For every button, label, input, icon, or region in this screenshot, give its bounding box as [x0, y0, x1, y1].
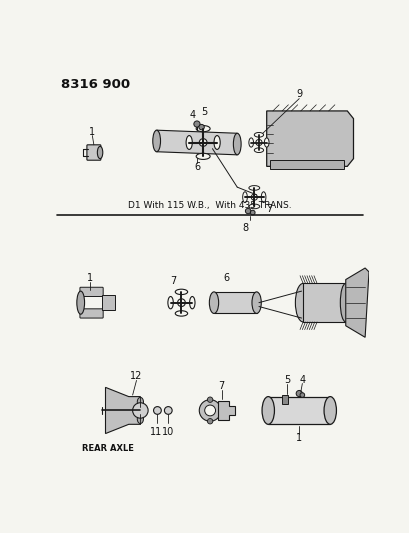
Ellipse shape: [153, 130, 160, 152]
Ellipse shape: [175, 311, 187, 316]
Circle shape: [204, 405, 215, 416]
Bar: [269, 160, 344, 169]
Ellipse shape: [252, 292, 261, 313]
Ellipse shape: [233, 133, 240, 155]
Ellipse shape: [261, 397, 274, 424]
Ellipse shape: [167, 296, 173, 309]
Text: D1 With 115 W.B.,  With 435 TRANS.: D1 With 115 W.B., With 435 TRANS.: [128, 201, 291, 210]
Circle shape: [207, 418, 212, 424]
Ellipse shape: [254, 133, 263, 137]
Text: 12: 12: [130, 371, 142, 381]
Text: 11: 11: [149, 427, 162, 437]
Ellipse shape: [137, 414, 143, 424]
Text: 5: 5: [283, 375, 289, 385]
Text: REAR AXLE: REAR AXLE: [82, 445, 133, 454]
Circle shape: [199, 400, 220, 421]
Text: 1: 1: [89, 127, 95, 138]
Text: 4: 4: [299, 375, 305, 385]
Ellipse shape: [248, 138, 253, 147]
Polygon shape: [105, 387, 140, 433]
Circle shape: [207, 397, 212, 402]
Polygon shape: [281, 395, 288, 405]
Circle shape: [295, 391, 301, 397]
Ellipse shape: [186, 135, 192, 149]
Circle shape: [299, 393, 304, 398]
Text: 9: 9: [295, 89, 301, 99]
Polygon shape: [217, 401, 234, 419]
Circle shape: [153, 407, 161, 414]
Circle shape: [251, 194, 257, 200]
Text: 4: 4: [189, 110, 195, 120]
Bar: [213, 292, 256, 313]
Bar: [102, 295, 115, 310]
Circle shape: [199, 139, 207, 147]
Circle shape: [193, 121, 200, 127]
Text: 5: 5: [201, 107, 207, 117]
Ellipse shape: [97, 147, 103, 159]
Circle shape: [255, 140, 261, 146]
Text: 8316 900: 8316 900: [61, 78, 129, 91]
Circle shape: [245, 208, 250, 214]
Text: 7: 7: [266, 205, 272, 214]
Bar: [267, 397, 329, 424]
Text: 1: 1: [295, 433, 301, 443]
Text: 10: 10: [162, 427, 174, 437]
Ellipse shape: [294, 284, 310, 322]
Text: 7: 7: [218, 381, 224, 391]
Text: 1: 1: [87, 273, 93, 283]
Circle shape: [177, 299, 185, 306]
Ellipse shape: [175, 289, 187, 295]
Text: 6: 6: [193, 162, 200, 172]
Text: 6: 6: [223, 273, 229, 283]
Circle shape: [132, 403, 148, 418]
FancyBboxPatch shape: [80, 309, 103, 318]
Polygon shape: [345, 268, 368, 337]
Bar: [302, 284, 345, 322]
Ellipse shape: [261, 192, 265, 203]
FancyBboxPatch shape: [87, 145, 101, 160]
Circle shape: [250, 210, 254, 215]
Ellipse shape: [196, 126, 210, 132]
Circle shape: [198, 124, 204, 130]
Ellipse shape: [76, 291, 84, 314]
Text: 8: 8: [241, 223, 247, 233]
Ellipse shape: [137, 398, 143, 407]
Ellipse shape: [323, 397, 336, 424]
Ellipse shape: [264, 138, 268, 147]
Ellipse shape: [248, 185, 259, 190]
Ellipse shape: [242, 192, 247, 203]
Polygon shape: [156, 130, 237, 155]
Ellipse shape: [209, 292, 218, 313]
Ellipse shape: [196, 154, 210, 159]
Ellipse shape: [248, 204, 259, 209]
Text: 7: 7: [170, 276, 176, 286]
Ellipse shape: [213, 135, 220, 149]
Polygon shape: [266, 111, 353, 166]
Circle shape: [164, 407, 172, 414]
FancyBboxPatch shape: [80, 287, 103, 296]
Ellipse shape: [189, 296, 195, 309]
Ellipse shape: [339, 284, 351, 322]
Ellipse shape: [254, 148, 263, 152]
